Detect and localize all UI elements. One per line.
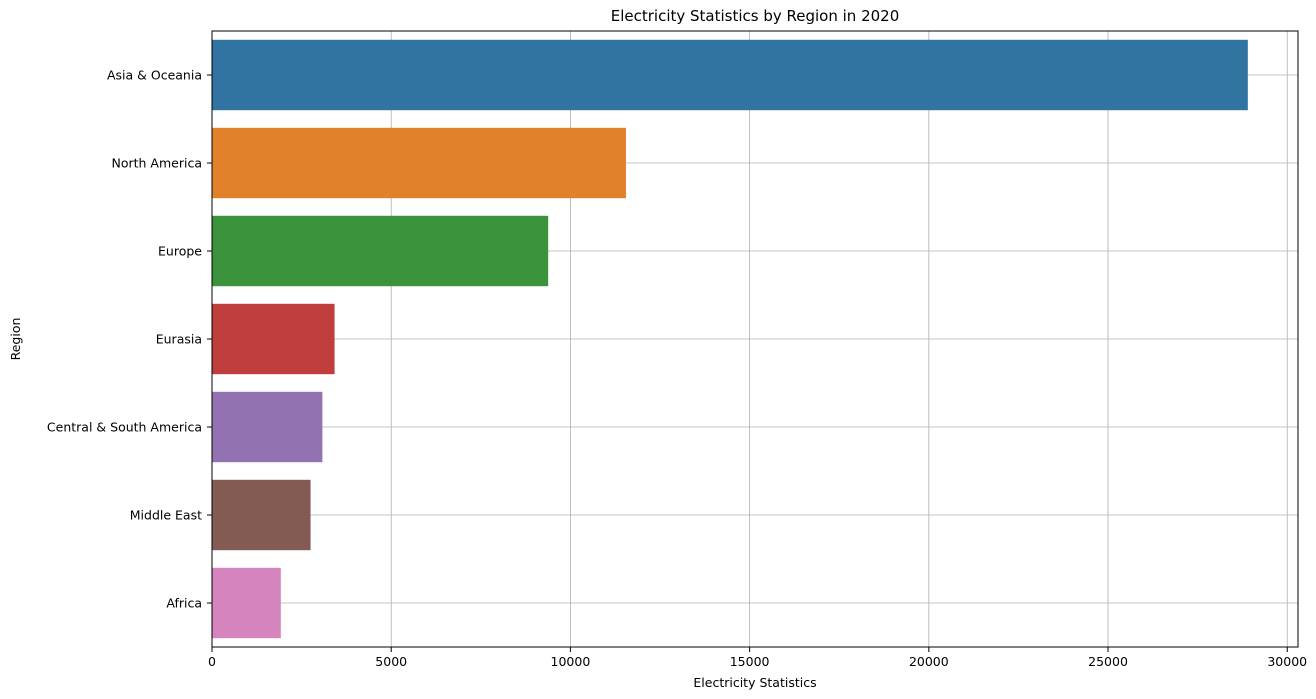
- bar: [212, 127, 626, 199]
- y-axis-ticks: Asia & Oceania North America Europe Eurasia…: [47, 68, 212, 611]
- y-tick-label: Eurasia: [156, 332, 202, 347]
- bar: [212, 215, 549, 287]
- grid-lines: [211, 31, 1298, 647]
- bars: [212, 39, 1248, 639]
- x-tick-label: 30000: [1267, 654, 1307, 669]
- chart-title: Electricity Statistics by Region in 2020: [611, 7, 900, 25]
- x-tick-label: 20000: [909, 654, 949, 669]
- x-tick-label: 25000: [1088, 654, 1128, 669]
- y-tick-label: Europe: [158, 244, 202, 259]
- bar: [212, 567, 281, 639]
- bar: [212, 391, 323, 463]
- y-tick-label: Central & South America: [47, 420, 202, 435]
- x-tick-label: 10000: [551, 654, 591, 669]
- y-tick-label: Asia & Oceania: [107, 68, 202, 83]
- x-tick-label: 15000: [730, 654, 770, 669]
- y-tick-label: North America: [112, 156, 203, 171]
- y-tick-label: Africa: [166, 596, 202, 611]
- x-axis-label: Electricity Statistics: [693, 675, 816, 690]
- y-tick-label: Middle East: [130, 508, 202, 523]
- x-tick-label: 0: [208, 654, 216, 669]
- y-axis-label: Region: [8, 318, 23, 361]
- bar: [212, 39, 1248, 111]
- x-tick-label: 5000: [375, 654, 407, 669]
- bar: [212, 303, 335, 375]
- x-axis-ticks: 0 5000 10000 15000 20000 25000 30000: [208, 647, 1307, 669]
- bar: [212, 479, 311, 551]
